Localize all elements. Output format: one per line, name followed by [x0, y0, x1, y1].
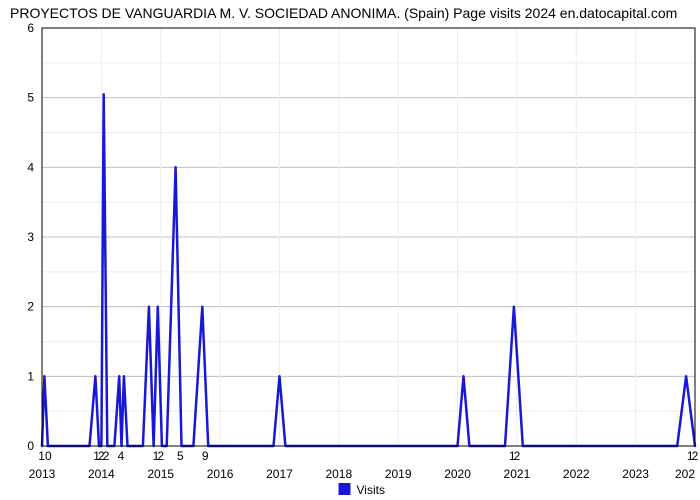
svg-text:4: 4	[27, 160, 34, 174]
svg-text:2023: 2023	[622, 467, 649, 481]
svg-text:4: 4	[118, 449, 125, 463]
svg-text:2: 2	[103, 449, 110, 463]
svg-text:2: 2	[692, 449, 699, 463]
svg-text:2: 2	[27, 300, 34, 314]
svg-text:2016: 2016	[207, 467, 234, 481]
svg-text:2021: 2021	[504, 467, 531, 481]
svg-text:10: 10	[38, 449, 52, 463]
svg-text:2014: 2014	[88, 467, 115, 481]
svg-text:2018: 2018	[325, 467, 352, 481]
legend-label: Visits	[357, 483, 385, 497]
svg-text:2: 2	[157, 449, 164, 463]
svg-text:6: 6	[27, 21, 34, 35]
svg-text:1: 1	[27, 369, 34, 383]
legend-swatch	[339, 483, 351, 495]
svg-text:3: 3	[27, 230, 34, 244]
svg-text:5: 5	[177, 449, 184, 463]
svg-text:2013: 2013	[29, 467, 56, 481]
svg-text:5: 5	[27, 91, 34, 105]
legend: Visits	[339, 483, 385, 497]
svg-text:2020: 2020	[444, 467, 471, 481]
svg-text:0: 0	[27, 439, 34, 453]
y-axis: 0 1 2 3 4 5 6	[27, 21, 34, 453]
svg-text:2015: 2015	[147, 467, 174, 481]
svg-text:2019: 2019	[385, 467, 412, 481]
x-axis: 2013201420152016201720182019202020212022…	[29, 467, 696, 481]
svg-text:202: 202	[675, 467, 695, 481]
top-visit-counts: 10122412591212	[38, 449, 698, 463]
svg-text:2022: 2022	[563, 467, 590, 481]
svg-text:9: 9	[202, 449, 209, 463]
svg-text:2: 2	[514, 449, 521, 463]
svg-text:2017: 2017	[266, 467, 293, 481]
chart-title: PROYECTOS DE VANGUARDIA M. V. SOCIEDAD A…	[10, 5, 677, 21]
